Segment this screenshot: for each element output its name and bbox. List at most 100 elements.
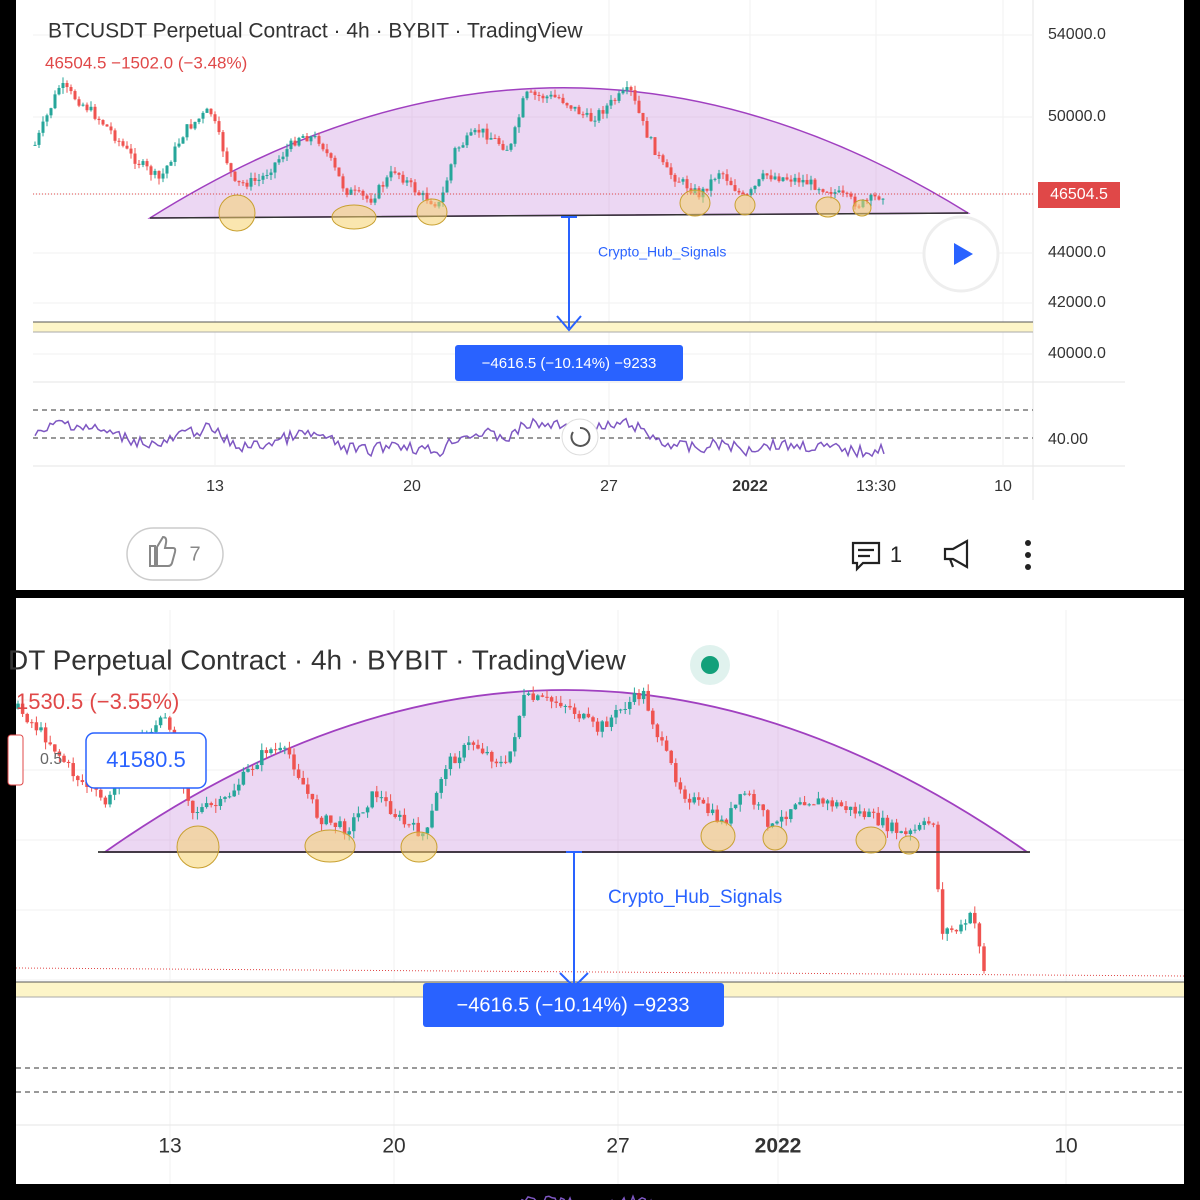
candle-body (337, 167, 341, 177)
label-stub (7, 734, 24, 786)
candle-body (379, 797, 384, 799)
candle-body (301, 136, 305, 138)
time-label: 20 (403, 478, 421, 495)
candle-body (39, 727, 43, 731)
candle-body (409, 180, 413, 183)
candle-body (565, 103, 569, 106)
candle-body (761, 173, 765, 180)
candle-body (660, 737, 664, 741)
candle-body (185, 124, 189, 138)
candle-body (494, 761, 499, 764)
candle-body (833, 192, 837, 194)
candle-body (261, 175, 265, 180)
candle-body (890, 822, 894, 832)
candle-body (501, 143, 505, 150)
candle-body (285, 149, 289, 157)
like-icon (149, 535, 177, 567)
candle-body (213, 114, 217, 122)
support-zone (33, 322, 1033, 332)
candle-body (490, 751, 494, 762)
candle-body (441, 192, 445, 202)
candle-body (287, 747, 292, 755)
candle-body (209, 803, 213, 806)
candle-body (329, 153, 333, 158)
candle-body (705, 188, 709, 191)
candle-body (769, 175, 773, 180)
highlight (815, 196, 841, 218)
candle-body (401, 174, 405, 183)
candle-body (577, 713, 581, 719)
candle-body (835, 802, 839, 807)
highlight (176, 825, 220, 869)
candle-body (829, 191, 833, 194)
candle-body (899, 831, 903, 833)
replay-button[interactable] (561, 418, 599, 456)
share-icon[interactable] (943, 539, 969, 569)
candle-body (53, 744, 57, 752)
candle-body (255, 765, 259, 770)
candle-body (356, 813, 361, 818)
candle-body (775, 821, 779, 824)
candle-body (352, 817, 356, 832)
candle-body (41, 121, 45, 133)
candle-body (462, 744, 466, 758)
candle-body (858, 811, 862, 814)
candle-body (677, 181, 681, 183)
candle-body (873, 194, 877, 197)
price-change: 46504.5 −1502.0 (−3.48%) (45, 53, 247, 72)
measure-label: −4616.5 (−10.14%) −9233 (482, 355, 657, 372)
fib-label: 0.5 (40, 751, 62, 768)
candle-body (761, 804, 765, 811)
candle-body (384, 797, 388, 802)
candle-body (20, 703, 25, 714)
candle-body (269, 172, 273, 175)
panel-bg (16, 598, 1184, 1184)
candle-body (977, 923, 982, 947)
highlight (218, 194, 256, 232)
candle-body (249, 178, 253, 187)
candle-body (473, 129, 477, 133)
candle-body (521, 98, 525, 118)
candle-body (862, 811, 867, 818)
candle-body (197, 118, 201, 122)
more-button[interactable] (1025, 540, 1031, 570)
candle-body (57, 751, 62, 756)
candle-body (457, 757, 462, 764)
candle-body (577, 106, 581, 115)
candle-body (168, 717, 172, 730)
candle-body (237, 180, 241, 183)
highlight (852, 199, 872, 217)
candle-body (709, 179, 713, 191)
candle-body (531, 693, 535, 700)
candle-body (848, 806, 853, 810)
comment-icon[interactable] (851, 541, 881, 572)
candle-body (844, 806, 848, 810)
candle-body (661, 155, 665, 163)
candle-body (922, 821, 926, 826)
candle-body (381, 185, 385, 187)
candle-body (685, 179, 689, 189)
candle-body (641, 690, 646, 700)
candle-body (305, 136, 309, 142)
time-axis: 13 20 27 2022 10 (158, 1135, 1077, 1158)
candle-body (227, 796, 232, 798)
candle-body (540, 695, 545, 697)
candle-body (385, 177, 389, 187)
candle-body (765, 173, 769, 176)
candle-body (593, 120, 597, 122)
candle-body (664, 740, 669, 751)
candle-body (253, 178, 257, 181)
candle-body (745, 194, 749, 196)
candle-body (292, 754, 296, 770)
candle-body (402, 814, 407, 825)
candle-body (319, 817, 324, 825)
candle-body (545, 96, 549, 99)
candle-body (614, 710, 618, 718)
measure-label: −4616.5 (−10.14%) −9233 (457, 994, 690, 1016)
candle-body (597, 110, 601, 121)
candle-body (453, 756, 457, 764)
highlight (400, 831, 438, 863)
candle-body (802, 802, 807, 806)
candle-body (623, 708, 627, 710)
